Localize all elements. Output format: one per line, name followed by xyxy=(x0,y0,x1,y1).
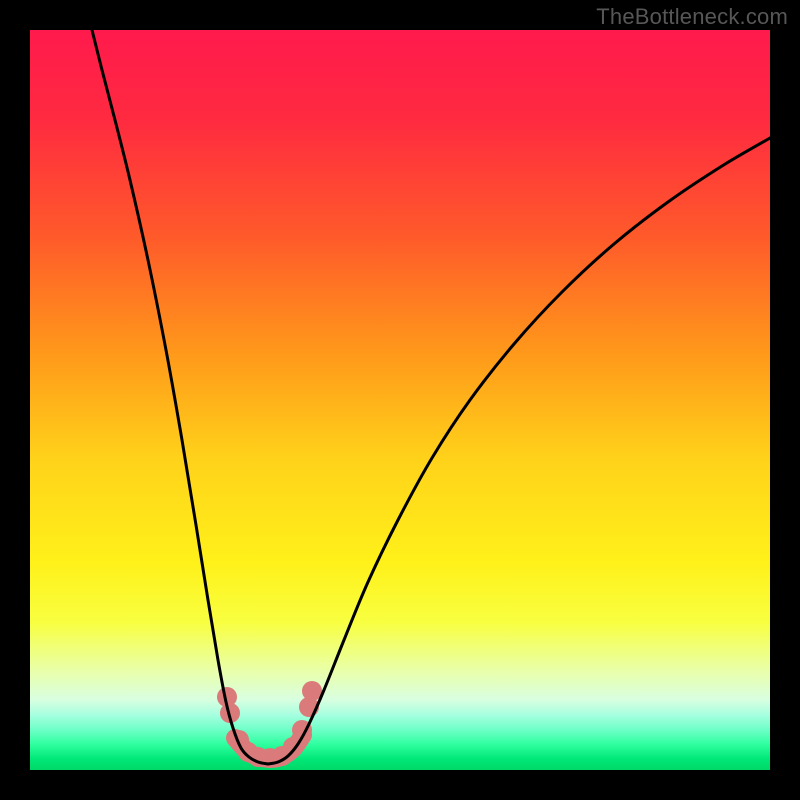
plot-area xyxy=(30,30,770,770)
watermark-text: TheBottleneck.com xyxy=(596,4,788,30)
gradient-background xyxy=(30,30,770,770)
chart-svg xyxy=(30,30,770,770)
chart-frame: TheBottleneck.com xyxy=(0,0,800,800)
